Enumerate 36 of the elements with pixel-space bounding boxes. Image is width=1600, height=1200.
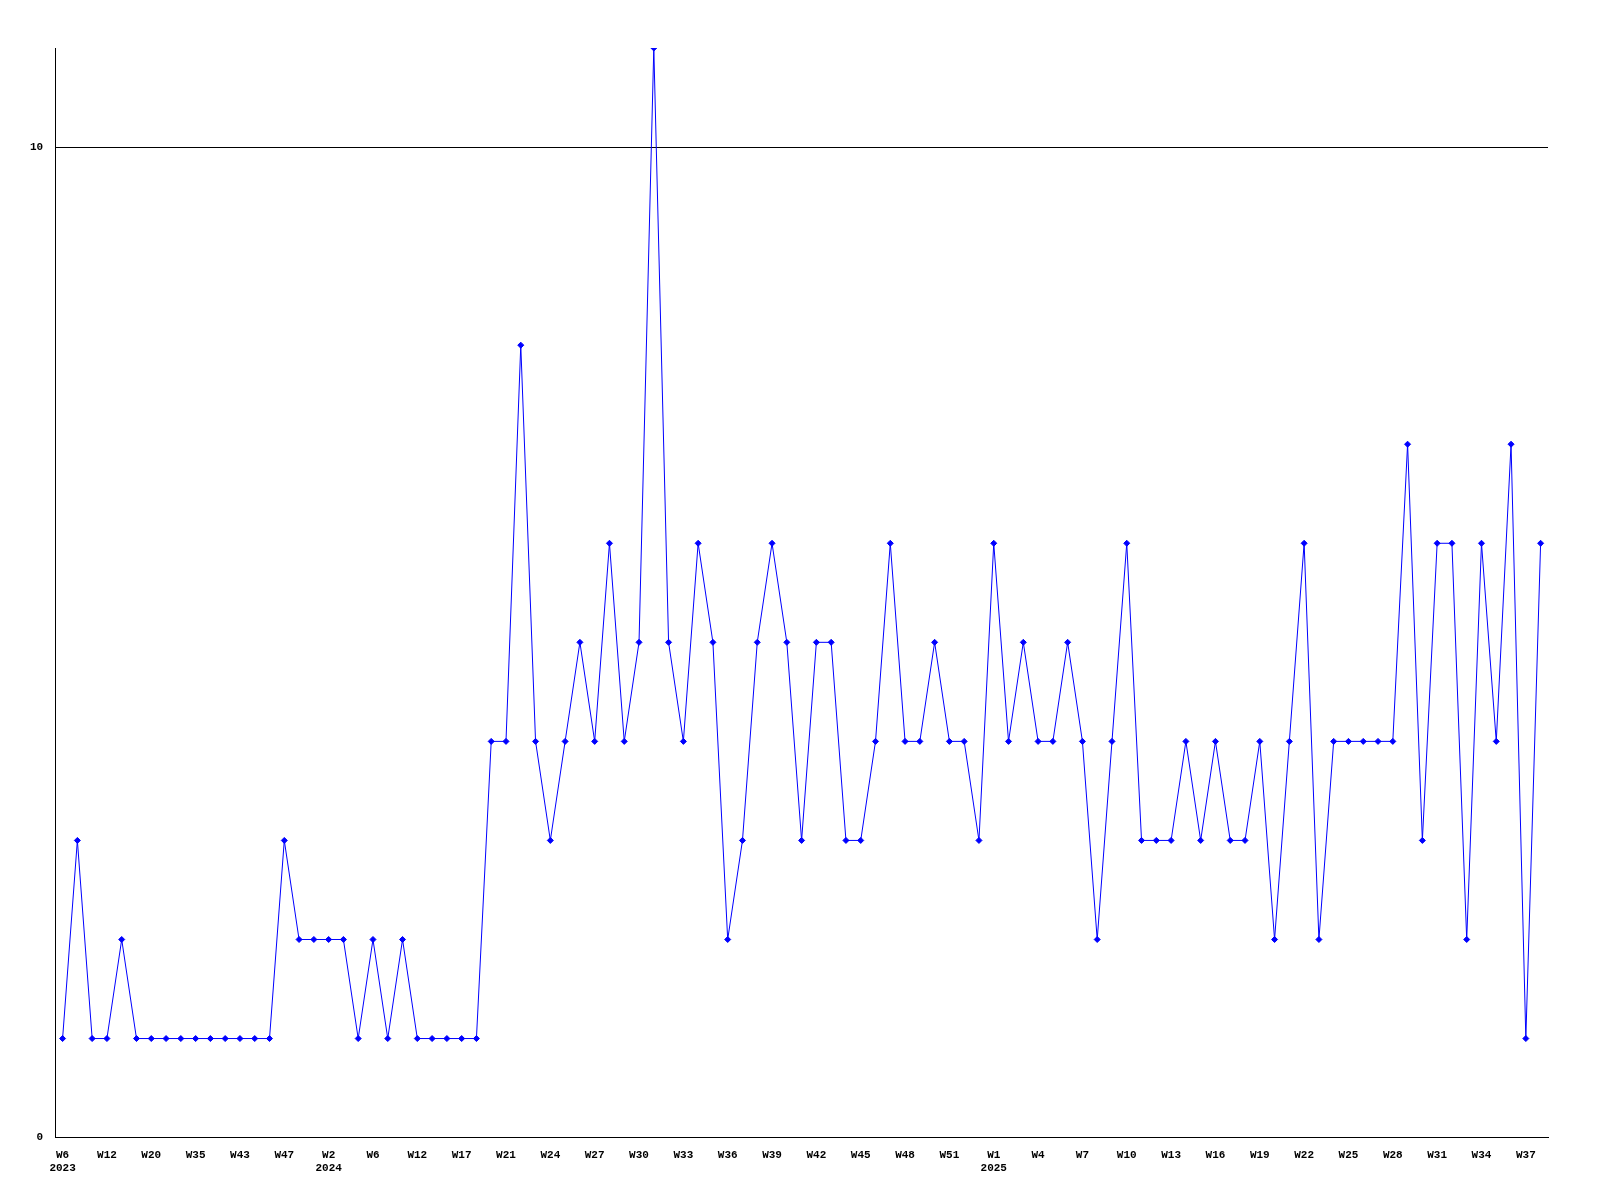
x-tick-label: W51: [939, 1148, 960, 1161]
x-tick-label: W4: [1031, 1148, 1046, 1161]
x-tick-label: W20: [141, 1148, 162, 1161]
x-tick-label: W48: [895, 1148, 916, 1161]
x-tick-label: W31: [1427, 1148, 1448, 1161]
x-tick-label: W12: [407, 1148, 428, 1161]
x-tick-label: W28: [1382, 1148, 1404, 1161]
x-tick-label: W43: [230, 1148, 251, 1161]
x-tick-label: W7: [1075, 1148, 1090, 1161]
x-tick-label: W17: [451, 1148, 472, 1161]
x-tick-label: W6: [366, 1148, 380, 1161]
x-tick-label: W42: [806, 1148, 827, 1161]
x-tick-label: W24: [540, 1148, 561, 1161]
x-tick-label: W37: [1515, 1148, 1536, 1161]
x-tick-label: W6 2023: [49, 1148, 77, 1175]
x-tick-label: W2 2024: [315, 1148, 343, 1175]
x-tick-label: W35: [185, 1148, 206, 1161]
y-tick-label: 0: [36, 1131, 44, 1144]
x-tick-label: W16: [1205, 1148, 1226, 1161]
x-tick-label: W10: [1116, 1148, 1137, 1161]
x-tick-label: W12: [97, 1148, 117, 1161]
x-tick-label: W19: [1249, 1148, 1270, 1161]
x-tick-label: W34: [1471, 1148, 1492, 1161]
y-tick-label: 10: [30, 140, 44, 153]
x-tick-label: W22: [1294, 1148, 1315, 1161]
x-tick-label: W47: [274, 1148, 295, 1161]
x-tick-label: W1 2025: [980, 1148, 1008, 1175]
x-tick-label: W45: [850, 1148, 872, 1161]
x-tick-label: W13: [1161, 1148, 1182, 1161]
x-tick-label: W33: [673, 1148, 694, 1161]
x-tick-label: W27: [584, 1148, 605, 1161]
x-tick-label: W39: [762, 1148, 782, 1161]
x-tick-label: W30: [629, 1148, 649, 1161]
x-tick-label: W36: [717, 1148, 738, 1161]
x-tick-label: W25: [1338, 1148, 1359, 1161]
x-tick-label: W21: [496, 1148, 517, 1161]
